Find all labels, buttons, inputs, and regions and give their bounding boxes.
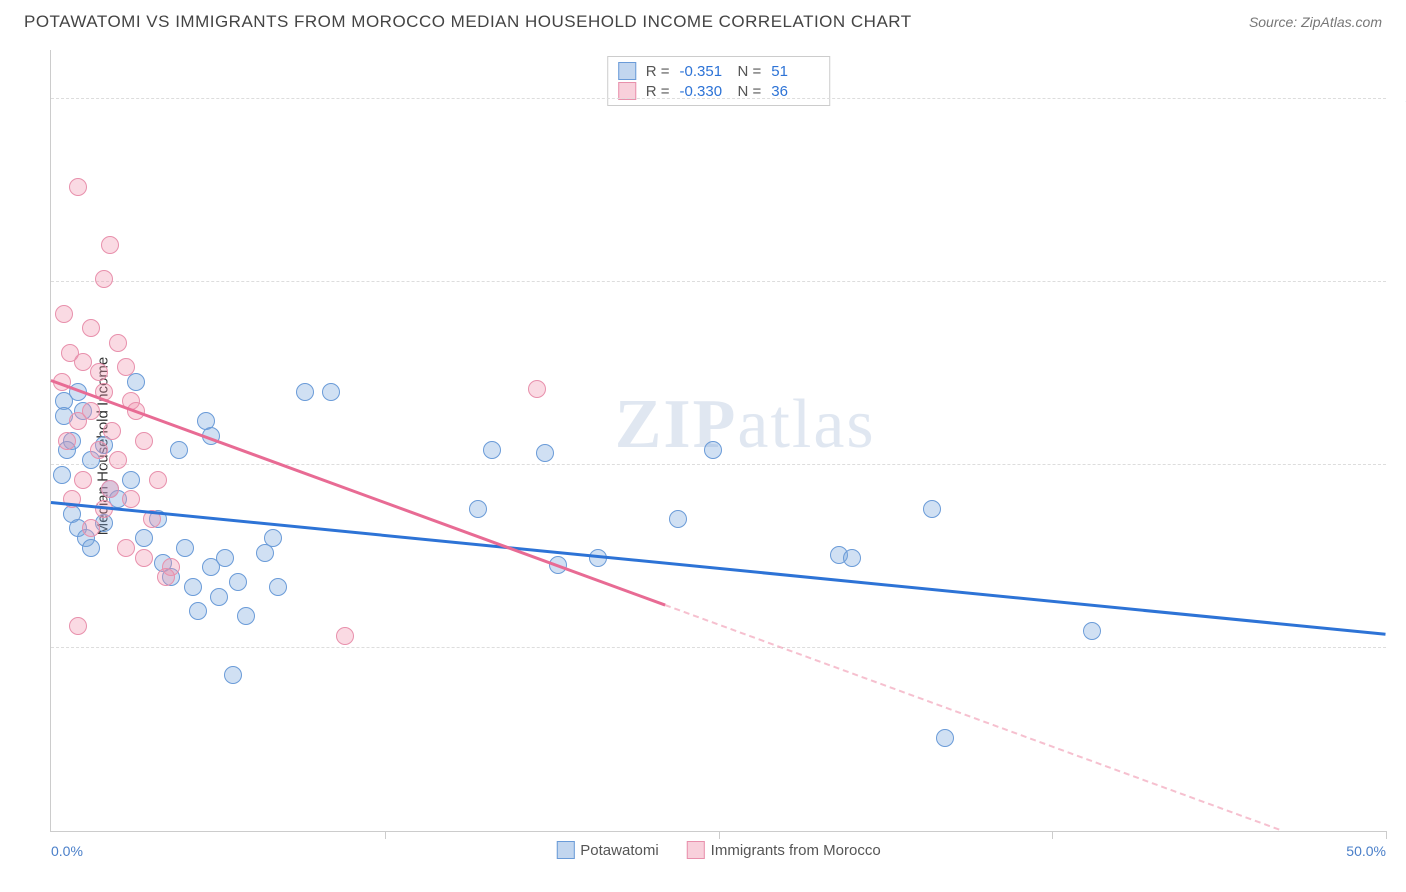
data-point [296, 383, 314, 401]
data-point [58, 432, 76, 450]
x-tick [719, 831, 720, 839]
regression-line [51, 380, 666, 607]
legend-item-potawatomi: Potawatomi [556, 841, 658, 859]
data-point [210, 588, 228, 606]
stats-row-potawatomi: R = -0.351 N = 51 [618, 61, 820, 81]
x-axis-max-label: 50.0% [1346, 843, 1386, 859]
source-label: Source: ZipAtlas.com [1249, 14, 1382, 30]
data-point [135, 549, 153, 567]
n-value-1: 51 [771, 63, 819, 80]
data-point [74, 353, 92, 371]
legend-item-morocco: Immigrants from Morocco [687, 841, 881, 859]
r-label: R = [646, 63, 670, 80]
data-point [229, 573, 247, 591]
data-point [82, 539, 100, 557]
data-point [109, 334, 127, 352]
data-point [101, 480, 119, 498]
data-point [117, 358, 135, 376]
data-point [923, 500, 941, 518]
r-value-1: -0.351 [680, 63, 728, 80]
data-point [176, 539, 194, 557]
x-tick [1386, 831, 1387, 839]
data-point [669, 510, 687, 528]
data-point [1083, 622, 1101, 640]
data-point [69, 178, 87, 196]
data-point [90, 441, 108, 459]
data-point [74, 471, 92, 489]
data-point [184, 578, 202, 596]
data-point [82, 319, 100, 337]
data-point [237, 607, 255, 625]
x-tick [385, 831, 386, 839]
data-point [536, 444, 554, 462]
gridline [51, 464, 1386, 465]
data-point [135, 432, 153, 450]
data-point [224, 666, 242, 684]
data-point [704, 441, 722, 459]
data-point [269, 578, 287, 596]
data-point [122, 471, 140, 489]
x-tick [1052, 831, 1053, 839]
gridline [51, 647, 1386, 648]
regression-line [665, 605, 1280, 831]
data-point [483, 441, 501, 459]
data-point [135, 529, 153, 547]
data-point [101, 236, 119, 254]
data-point [528, 380, 546, 398]
swatch-blue-icon [556, 841, 574, 859]
swatch-blue-icon [618, 62, 636, 80]
data-point [103, 422, 121, 440]
data-point [336, 627, 354, 645]
data-point [53, 466, 71, 484]
data-point [95, 270, 113, 288]
series-legend: Potawatomi Immigrants from Morocco [556, 841, 880, 859]
data-point [170, 441, 188, 459]
data-point [149, 471, 167, 489]
data-point [469, 500, 487, 518]
data-point [82, 519, 100, 537]
swatch-pink-icon [687, 841, 705, 859]
n-label: N = [738, 63, 762, 80]
data-point [122, 490, 140, 508]
data-point [69, 412, 87, 430]
data-point [55, 305, 73, 323]
data-point [127, 373, 145, 391]
legend-label: Potawatomi [580, 842, 658, 859]
data-point [109, 451, 127, 469]
gridline [51, 98, 1386, 99]
legend-label: Immigrants from Morocco [711, 842, 881, 859]
watermark: ZIPatlas [615, 385, 876, 465]
chart-title: POTAWATOMI VS IMMIGRANTS FROM MOROCCO ME… [24, 12, 912, 32]
data-point [322, 383, 340, 401]
data-point [264, 529, 282, 547]
gridline [51, 281, 1386, 282]
data-point [69, 617, 87, 635]
data-point [157, 568, 175, 586]
x-axis-min-label: 0.0% [51, 843, 83, 859]
data-point [189, 602, 207, 620]
data-point [117, 539, 135, 557]
data-point [216, 549, 234, 567]
data-point [843, 549, 861, 567]
data-point [90, 363, 108, 381]
data-point [936, 729, 954, 747]
scatter-chart: ZIPatlas R = -0.351 N = 51 R = -0.330 N … [50, 50, 1386, 832]
